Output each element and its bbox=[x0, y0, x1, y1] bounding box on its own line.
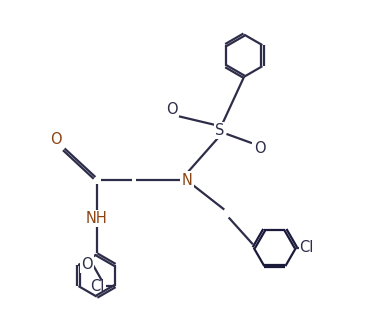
Text: O: O bbox=[50, 132, 62, 147]
Text: Cl: Cl bbox=[90, 279, 104, 294]
Text: N: N bbox=[181, 173, 192, 188]
Text: S: S bbox=[215, 123, 224, 138]
Text: Cl: Cl bbox=[299, 240, 314, 255]
Text: NH: NH bbox=[86, 211, 108, 226]
Text: O: O bbox=[81, 257, 93, 272]
Text: O: O bbox=[254, 141, 265, 156]
Text: O: O bbox=[166, 102, 177, 117]
